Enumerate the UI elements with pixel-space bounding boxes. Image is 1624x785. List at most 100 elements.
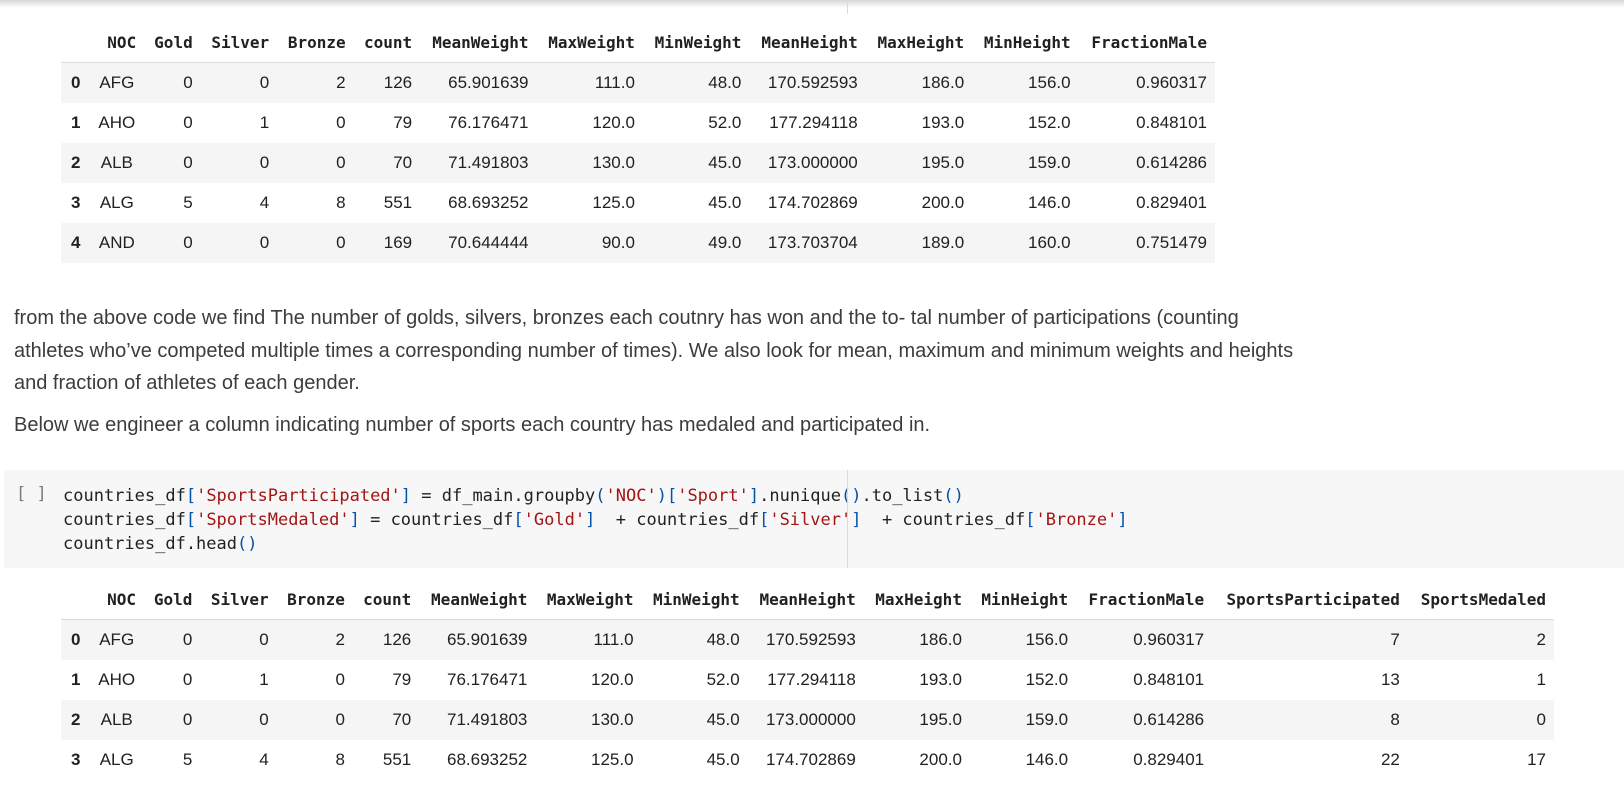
table-cell: 0 — [336, 233, 346, 252]
table-cell: ALB — [100, 153, 133, 172]
table-cell: AHO — [98, 670, 136, 689]
table-cell: 0 — [182, 710, 193, 729]
column-header: FractionMale — [1076, 579, 1213, 620]
column-header: count — [353, 22, 421, 63]
code-token: () — [841, 486, 862, 506]
table-cell: 45.0 — [708, 153, 742, 172]
explanation-text: from the above code we find The number o… — [14, 307, 1294, 394]
code-token: [ — [185, 510, 197, 530]
index-header — [61, 22, 90, 63]
column-header: SportsParticipated — [1212, 579, 1408, 620]
code-line: countries_df['SportsParticipated'] = df_… — [63, 484, 1128, 508]
table-cell: 0 — [1536, 710, 1546, 729]
table-cell: 52.0 — [708, 113, 742, 132]
table-cell: 2 — [336, 73, 346, 92]
table-cell: 0 — [259, 153, 270, 172]
table-cell: 146.0 — [1025, 750, 1069, 769]
code-token: + countries_df — [595, 510, 760, 530]
row-index: 3 — [71, 193, 81, 212]
table-cell: 45.0 — [706, 750, 740, 769]
table-row: 2 ALB 0 0 0 70 71.491803 130.0 45.0 173.000000 195… — [61, 143, 1215, 183]
column-header: NOC — [89, 579, 145, 620]
table-row: 2 ALB 0 0 0 70 71.491803 130.0 45.0 173.000000 195… — [61, 700, 1554, 740]
table-cell: 0 — [259, 73, 270, 92]
column-header: MaxHeight — [865, 22, 973, 63]
output-divider — [847, 0, 848, 14]
table-cell: 1 — [259, 113, 270, 132]
code-token: 'Bronze' — [1035, 510, 1118, 530]
table-cell: 0.960317 — [1133, 630, 1205, 649]
table-cell: 65.901639 — [448, 73, 529, 92]
table-cell: 0 — [259, 233, 270, 252]
table-cell: 0 — [183, 113, 193, 132]
column-header: NOC — [89, 22, 145, 63]
code-token: 'Sport' — [677, 486, 749, 506]
row-index: 0 — [71, 73, 81, 92]
code-token: .nunique — [759, 486, 841, 506]
code-cell[interactable]: [ ] countries_df['SportsParticipated'] =… — [4, 470, 1624, 568]
table-row: 0 AFG 0 0 2 126 65.901639 111.0 48.0 170.592593 18… — [61, 62, 1215, 103]
table-cell: 70 — [393, 153, 413, 172]
table-cell: 70.644444 — [448, 233, 529, 252]
table-cell: 111.0 — [594, 73, 635, 92]
table-cell: 189.0 — [921, 233, 965, 252]
table-cell: 13 — [1380, 670, 1400, 689]
row-index: 1 — [71, 113, 81, 132]
table-cell: 156.0 — [1028, 73, 1071, 92]
table-cell: 177.294118 — [767, 670, 856, 689]
table-cell: 4 — [259, 750, 269, 769]
table-row: 0 AFG 0 0 2 126 65.901639 111.0 48.0 170.592593 18… — [61, 619, 1554, 660]
top-scroll-shadow — [0, 0, 1624, 8]
table-cell: 79 — [392, 670, 412, 689]
table-cell: 0 — [335, 710, 345, 729]
table-cell: 0.829401 — [1133, 750, 1205, 769]
table-cell: 0 — [182, 630, 193, 649]
code-token: = countries_df — [359, 510, 514, 530]
code-token: + countries_df — [861, 510, 1026, 530]
row-index: 0 — [71, 630, 81, 649]
table-cell: 200.0 — [921, 193, 965, 212]
table-cell: 0 — [183, 153, 193, 172]
table-cell: 1 — [1536, 670, 1546, 689]
table-cell: 120.0 — [592, 113, 635, 132]
table-cell: 0.829401 — [1136, 193, 1207, 212]
column-header: SportsMedaled — [1407, 579, 1554, 620]
table-cell: 200.0 — [919, 750, 962, 769]
column-header: Silver — [200, 579, 277, 620]
table-cell: 90.0 — [601, 233, 635, 252]
code-line: countries_df.head() — [63, 532, 1128, 556]
column-header: MaxWeight — [535, 579, 642, 620]
code-token: countries_df — [63, 510, 186, 530]
intro-text: Below we engineer a column indicating nu… — [14, 414, 931, 436]
table-row: 3 ALG 5 4 8 551 68.693252 125.0 45.0 174.702869 20… — [61, 740, 1554, 780]
column-header: count — [352, 579, 420, 620]
table-cell: 152.0 — [1028, 113, 1071, 132]
column-header: MeanWeight — [419, 579, 536, 620]
table-cell: 159.0 — [1028, 153, 1071, 172]
table-cell: 174.702869 — [765, 750, 856, 769]
table-cell: AHO — [98, 113, 136, 132]
dataframe-output-2: NOC Gold Silver Bronze count MeanWeight MaxWei… — [61, 579, 1554, 780]
run-cell-button[interactable]: [ ] — [16, 484, 47, 504]
code-line: countries_df['SportsMedaled'] = countrie… — [63, 508, 1128, 532]
column-header: MinWeight — [642, 22, 750, 63]
table-header-row: NOC Gold Silver Bronze count MeanWeight MaxWei… — [61, 22, 1215, 63]
code-editor[interactable]: countries_df['SportsParticipated'] = df_… — [63, 484, 1128, 556]
code-token: ) — [656, 486, 667, 506]
table-cell: 49.0 — [708, 233, 742, 252]
table-cell: 68.693252 — [448, 193, 529, 212]
table-cell: 5 — [182, 750, 193, 769]
column-header: MeanHeight — [747, 579, 864, 620]
column-header: MinWeight — [641, 579, 748, 620]
column-header: MinHeight — [969, 579, 1077, 620]
row-index: 2 — [71, 710, 81, 729]
table-cell: 22 — [1380, 750, 1400, 769]
table-cell: 193.0 — [921, 113, 965, 132]
table-row: 1 AHO 0 1 0 79 76.176471 120.0 52.0 177.294118 193… — [61, 103, 1215, 143]
table-cell: 0 — [336, 113, 346, 132]
table-cell: 146.0 — [1028, 193, 1071, 212]
table-cell: 0 — [182, 670, 193, 689]
table-cell: 0 — [183, 73, 193, 92]
table-cell: 76.176471 — [447, 670, 528, 689]
table-cell: 1 — [259, 670, 269, 689]
